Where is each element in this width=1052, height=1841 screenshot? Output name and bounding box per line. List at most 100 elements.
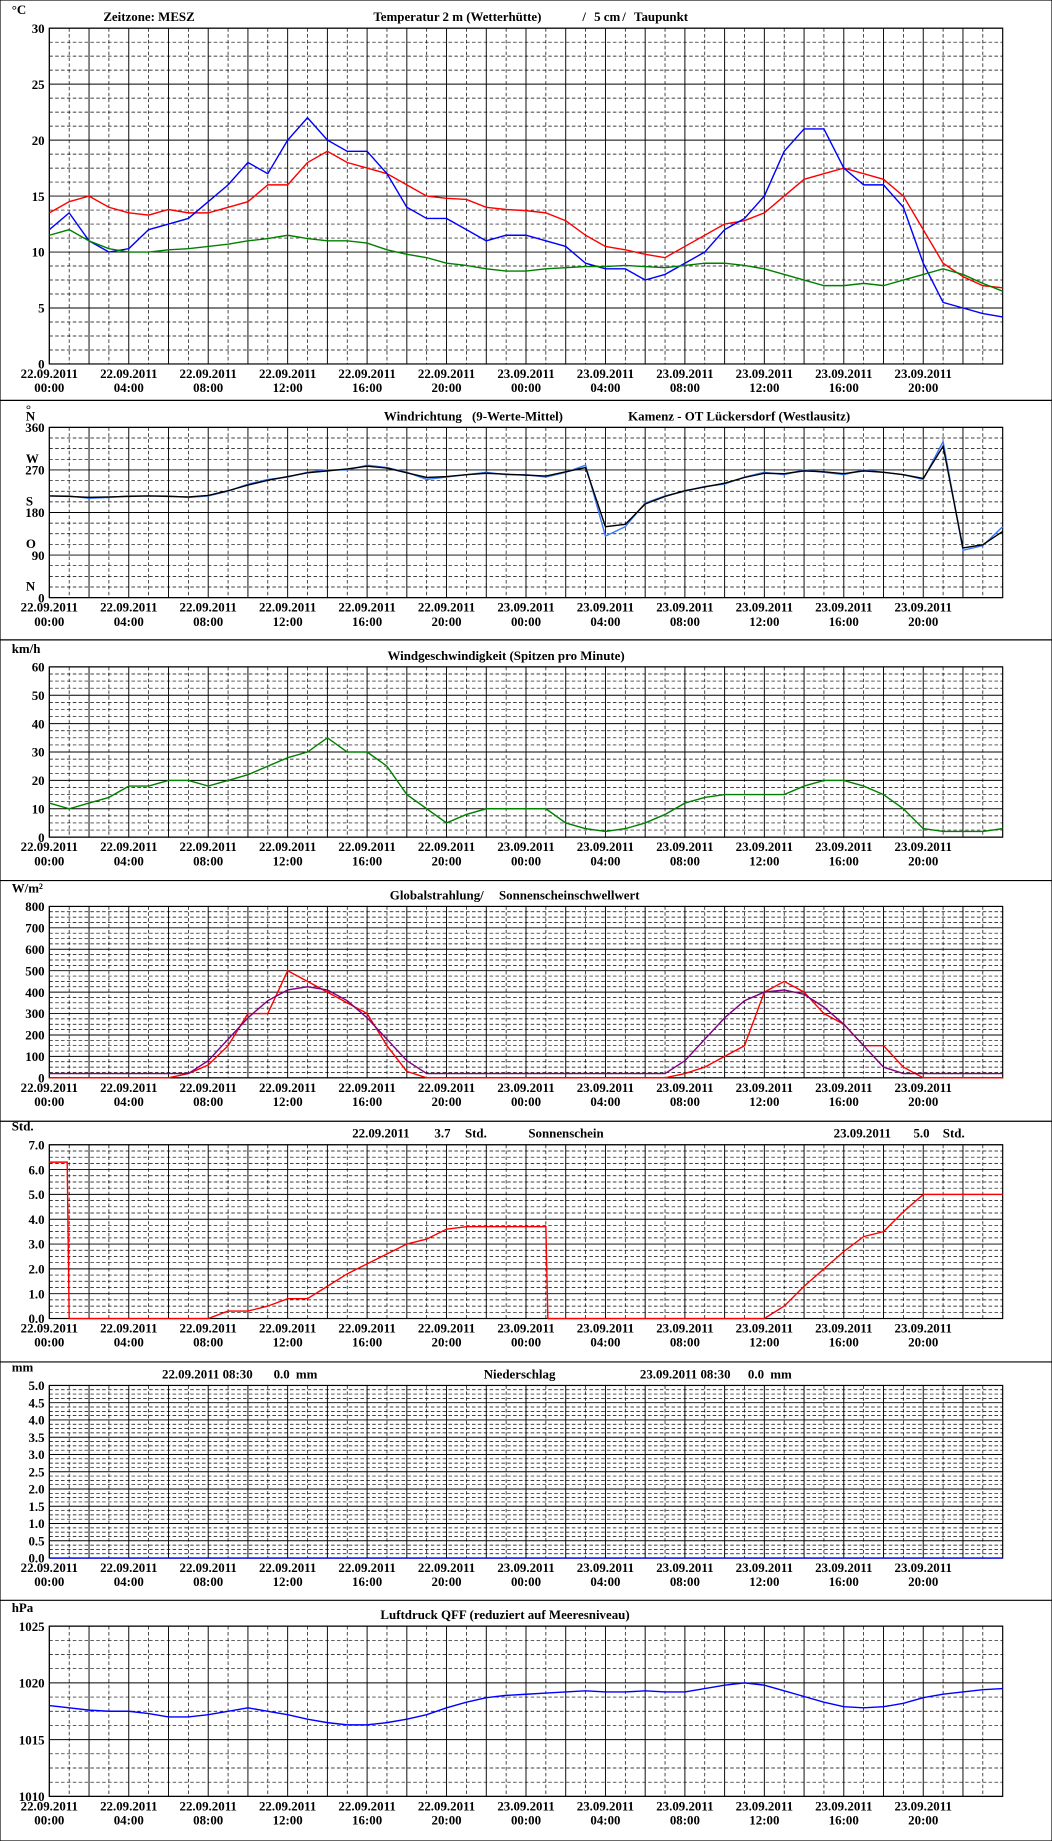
x-tick-label: 23.09.2011 04:00 bbox=[577, 839, 634, 868]
x-tick-label: 22.09.2011 20:00 bbox=[418, 1560, 475, 1589]
panel-header: Taupunkt bbox=[634, 9, 689, 24]
compass-label: W bbox=[26, 451, 39, 466]
x-tick-label: 23.09.2011 12:00 bbox=[736, 1080, 793, 1109]
x-tick-label: 22.09.2011 08:00 bbox=[180, 1321, 237, 1350]
x-tick-label: 22.09.2011 04:00 bbox=[100, 1798, 157, 1827]
y-tick-label: 20 bbox=[32, 773, 45, 788]
y-tick-label: 30 bbox=[32, 745, 45, 760]
panel: 22.09.2011 00:00 22.09.2011 04:00 22.09.2011… bbox=[12, 1600, 1004, 1828]
y-tick-label: 500 bbox=[25, 963, 44, 978]
panel: 22.09.2011 00:00 22.09.2011 04:00 22.09.2011… bbox=[21, 401, 1004, 629]
x-tick-label: 23.09.2011 00:00 bbox=[497, 600, 554, 629]
y-tick-label: 40 bbox=[32, 716, 45, 731]
data-line bbox=[49, 444, 1004, 549]
x-tick-label: 22.09.2011 12:00 bbox=[259, 1798, 316, 1827]
data-line bbox=[48, 116, 1003, 318]
y-tick-label: 400 bbox=[25, 985, 44, 1000]
x-tick-label: 22.09.2011 20:00 bbox=[418, 839, 475, 868]
y-tick-label: 5 bbox=[38, 301, 44, 316]
x-tick-label: 23.09.2011 08:00 bbox=[656, 1321, 713, 1350]
x-tick-label: 23.09.2011 20:00 bbox=[895, 1560, 952, 1589]
x-tick-label: 22.09.2011 04:00 bbox=[100, 839, 157, 868]
x-tick-label: 23.09.2011 04:00 bbox=[577, 1080, 634, 1109]
x-tick-label: 23.09.2011 20:00 bbox=[895, 366, 952, 395]
y-tick-label: 20 bbox=[32, 133, 45, 148]
x-tick-label: 22.09.2011 12:00 bbox=[259, 1560, 316, 1589]
y-tick-label: 100 bbox=[25, 1049, 44, 1064]
y-tick-label: 4.0 bbox=[28, 1212, 44, 1227]
y-tick-label: 2.0 bbox=[28, 1482, 44, 1497]
x-tick-label: 22.09.2011 00:00 bbox=[21, 1560, 78, 1589]
x-tick-label: 22.09.2011 08:00 bbox=[180, 600, 237, 629]
compass-label: S bbox=[26, 493, 33, 508]
panel-header: Niederschlag bbox=[484, 1366, 556, 1381]
panel-header: 22.09.2011 bbox=[352, 1126, 409, 1141]
x-tick-label: 22.09.2011 00:00 bbox=[21, 1798, 78, 1827]
y-tick-label: 1010 bbox=[19, 1789, 45, 1804]
x-tick-label: 23.09.2011 04:00 bbox=[577, 600, 634, 629]
data-line bbox=[49, 1682, 1003, 1726]
panel-header: / bbox=[581, 9, 586, 24]
x-tick-label: 23.09.2011 12:00 bbox=[736, 366, 793, 395]
panel-header: 23.09.2011 08:30 bbox=[640, 1366, 731, 1381]
x-tick-label: 22.09.2011 12:00 bbox=[259, 1321, 316, 1350]
x-tick-label: 23.09.2011 12:00 bbox=[736, 1798, 793, 1827]
panel-header: Windgeschwindigkeit (Spitzen pro Minute) bbox=[387, 648, 624, 663]
data-line bbox=[49, 228, 1003, 292]
y-tick-label: 800 bbox=[25, 899, 44, 914]
x-tick-label: 22.09.2011 20:00 bbox=[418, 1798, 475, 1827]
y-tick-label: 1020 bbox=[19, 1676, 45, 1691]
panel-header: 5.0 bbox=[913, 1126, 929, 1141]
data-line bbox=[49, 1161, 1003, 1320]
compass-label: N bbox=[26, 579, 36, 594]
x-tick-label: 23.09.2011 12:00 bbox=[736, 600, 793, 629]
x-tick-label: 23.09.2011 16:00 bbox=[815, 1798, 872, 1827]
x-tick-label: 22.09.2011 04:00 bbox=[100, 1321, 157, 1350]
x-tick-label: 23.09.2011 00:00 bbox=[497, 839, 554, 868]
x-tick-label: 22.09.2011 04:00 bbox=[100, 1560, 157, 1589]
x-tick-label: 22.09.2011 00:00 bbox=[21, 366, 78, 395]
x-tick-label: 23.09.2011 20:00 bbox=[895, 1321, 952, 1350]
x-tick-label: 22.09.2011 12:00 bbox=[259, 600, 316, 629]
panel-header: Kamenz - OT Lückersdorf (Westlausitz) bbox=[628, 408, 850, 423]
y-tick-label: 2.0 bbox=[28, 1262, 44, 1277]
y-tick-label: 1025 bbox=[19, 1619, 45, 1634]
x-tick-label: 23.09.2011 08:00 bbox=[656, 1560, 713, 1589]
y-tick-label: 90 bbox=[32, 548, 45, 563]
panel-header: 23.09.2011 bbox=[834, 1126, 891, 1141]
y-tick-label: 0.0 bbox=[28, 1551, 44, 1566]
x-tick-label: 22.09.2011 00:00 bbox=[21, 1321, 78, 1350]
x-tick-label: 23.09.2011 20:00 bbox=[895, 1798, 952, 1827]
x-tick-label: 22.09.2011 08:00 bbox=[180, 1080, 237, 1109]
x-tick-label: 22.09.2011 20:00 bbox=[418, 366, 475, 395]
x-tick-label: 23.09.2011 04:00 bbox=[577, 1321, 634, 1350]
y-tick-label: 2.5 bbox=[28, 1464, 44, 1479]
panel: 22.09.2011 00:00 22.09.2011 04:00 22.09.2011… bbox=[12, 1119, 1004, 1350]
y-tick-label: 25 bbox=[32, 77, 45, 92]
x-tick-label: 22.09.2011 20:00 bbox=[418, 1321, 475, 1350]
panel-header: Temperatur 2 m (Wetterhütte) bbox=[373, 9, 541, 24]
x-tick-label: 22.09.2011 08:00 bbox=[180, 366, 237, 395]
x-tick-label: 22.09.2011 12:00 bbox=[259, 839, 316, 868]
x-tick-label: 23.09.2011 20:00 bbox=[895, 1080, 952, 1109]
y-tick-label: 0 bbox=[38, 1071, 44, 1086]
y-tick-label: 180 bbox=[25, 505, 44, 520]
data-line bbox=[49, 986, 1003, 1075]
x-tick-label: 23.09.2011 04:00 bbox=[577, 1560, 634, 1589]
x-tick-label: 23.09.2011 04:00 bbox=[577, 1798, 634, 1827]
x-tick-label: 23.09.2011 00:00 bbox=[497, 1560, 554, 1589]
x-tick-label: 23.09.2011 20:00 bbox=[895, 839, 952, 868]
y-axis-unit: mm bbox=[12, 1359, 34, 1374]
panel-header: Std. bbox=[943, 1126, 965, 1141]
y-tick-label: 0.5 bbox=[28, 1533, 44, 1548]
x-tick-label: 22.09.2011 00:00 bbox=[21, 839, 78, 868]
y-axis-unit: hPa bbox=[12, 1600, 34, 1615]
panel-header: Globalstrahlung/ bbox=[390, 887, 484, 902]
x-tick-label: 22.09.2011 16:00 bbox=[338, 1321, 395, 1350]
x-tick-label: 23.09.2011 12:00 bbox=[736, 1321, 793, 1350]
panel: 22.09.2011 00:00 22.09.2011 04:00 22.09.2011… bbox=[12, 2, 1004, 395]
y-tick-label: 3.0 bbox=[28, 1237, 44, 1252]
x-tick-label: 23.09.2011 12:00 bbox=[736, 839, 793, 868]
x-tick-label: 23.09.2011 08:00 bbox=[656, 1080, 713, 1109]
x-tick-label: 23.09.2011 04:00 bbox=[577, 366, 634, 395]
